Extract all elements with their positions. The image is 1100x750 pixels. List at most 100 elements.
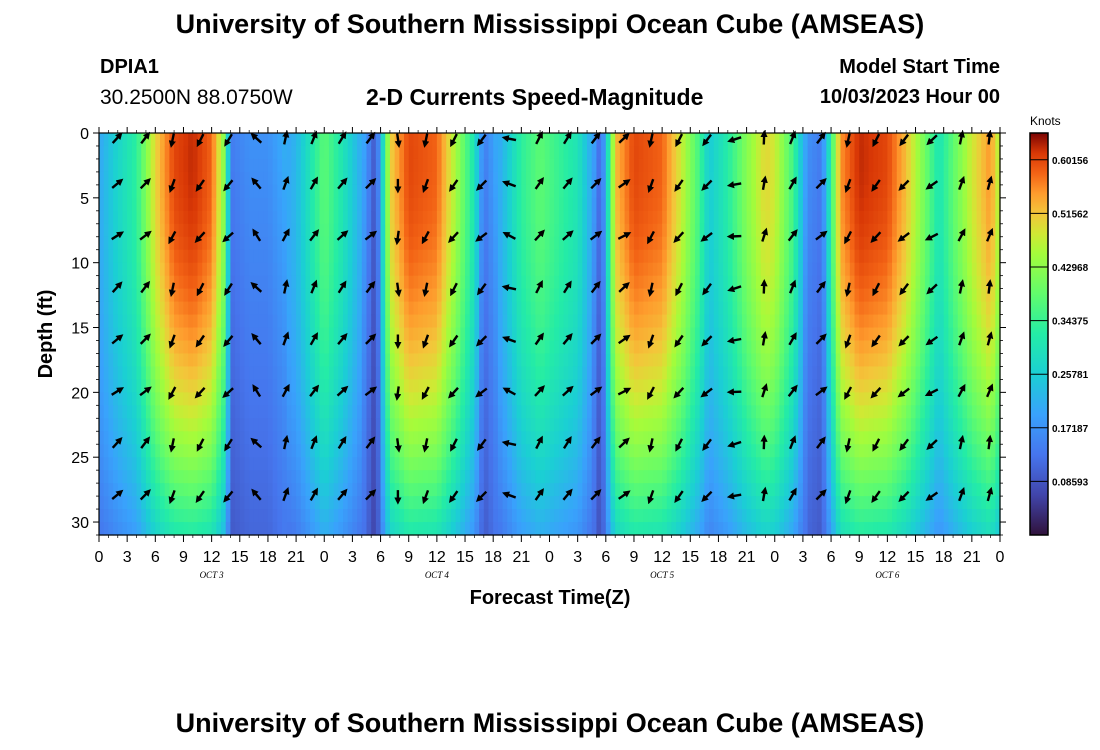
- heat-cell: [507, 483, 513, 497]
- heat-cell: [221, 184, 227, 199]
- heat-cell: [174, 405, 180, 419]
- heat-cell: [629, 379, 635, 393]
- heat-cell: [516, 496, 522, 510]
- heat-cell: [694, 184, 701, 199]
- heat-cell: [432, 288, 438, 303]
- heat-cell: [849, 275, 856, 290]
- heat-cell: [709, 223, 715, 238]
- heat-cell: [253, 301, 260, 316]
- heat-cell: [310, 236, 316, 251]
- heat-cell: [587, 158, 593, 173]
- heat-cell: [741, 496, 748, 510]
- heat-cell: [713, 392, 720, 406]
- heat-cell: [192, 366, 199, 380]
- heat-cell: [624, 457, 630, 471]
- heat-cell: [216, 418, 222, 432]
- heat-cell: [483, 210, 490, 225]
- heat-cell: [324, 509, 330, 523]
- heat-cell: [343, 288, 349, 303]
- heat-cell: [483, 353, 490, 368]
- heat-cell: [497, 145, 504, 160]
- heat-cell: [727, 249, 734, 264]
- heat-cell: [554, 483, 560, 497]
- heat-cell: [666, 314, 673, 329]
- heat-cell: [558, 444, 565, 458]
- heat-cell: [568, 288, 574, 303]
- heat-cell: [235, 223, 241, 238]
- heat-cell: [755, 171, 762, 186]
- heat-cell: [840, 496, 846, 510]
- heat-cell: [427, 470, 433, 484]
- heat-cell: [221, 353, 227, 368]
- heat-cell: [802, 379, 809, 393]
- heat-cell: [596, 392, 602, 406]
- heat-cell: [206, 444, 213, 458]
- heat-cell: [286, 262, 292, 277]
- heat-cell: [526, 457, 532, 471]
- heat-cell: [178, 418, 185, 432]
- heat-cell: [845, 418, 851, 432]
- heat-cell: [103, 496, 109, 510]
- heat-cell: [727, 470, 734, 484]
- heat-cell: [380, 171, 386, 186]
- heat-cell: [422, 197, 429, 212]
- heat-cell: [671, 288, 677, 303]
- heat-cell: [230, 145, 236, 160]
- heat-cell: [174, 483, 180, 497]
- heat-cell: [558, 184, 565, 199]
- heat-cell: [502, 184, 508, 199]
- heat-cell: [685, 275, 691, 290]
- heat-cell: [460, 210, 466, 225]
- heat-cell: [826, 327, 832, 342]
- heat-cell: [760, 314, 766, 329]
- heat-cell: [540, 145, 546, 160]
- heat-cell: [690, 483, 696, 497]
- heat-cell: [267, 327, 274, 342]
- heat-cell: [610, 522, 616, 536]
- heat-cell: [155, 158, 161, 173]
- heat-cell: [845, 457, 851, 471]
- heat-cell: [150, 353, 156, 368]
- heat-cell: [291, 223, 297, 238]
- heat-cell: [493, 288, 499, 303]
- heat-cell: [230, 327, 236, 342]
- heat-cell: [174, 327, 180, 342]
- heat-cell: [849, 379, 856, 393]
- heat-cell: [774, 197, 781, 212]
- heat-cell: [155, 340, 161, 355]
- heat-cell: [709, 210, 715, 225]
- heat-cell: [371, 158, 377, 173]
- heat-cell: [141, 457, 147, 471]
- heat-cell: [352, 184, 358, 199]
- heat-cell: [755, 379, 762, 393]
- heat-cell: [366, 145, 372, 160]
- heat-cell: [544, 288, 551, 303]
- heat-cell: [633, 210, 640, 225]
- heat-cell: [502, 405, 508, 419]
- heat-cell: [141, 444, 147, 458]
- heat-cell: [770, 249, 776, 264]
- heat-cell: [680, 496, 687, 510]
- heat-cell: [694, 392, 701, 406]
- heat-cell: [136, 340, 142, 355]
- heat-cell: [432, 340, 438, 355]
- heat-cell: [174, 457, 180, 471]
- heat-cell: [643, 249, 649, 264]
- heat-cell: [568, 145, 574, 160]
- heat-cell: [709, 133, 715, 147]
- heat-cell: [305, 158, 311, 173]
- heat-cell: [793, 509, 799, 523]
- heat-cell: [798, 145, 804, 160]
- heat-cell: [605, 223, 612, 238]
- heat-cell: [488, 509, 494, 523]
- heat-cell: [526, 405, 532, 419]
- heat-cell: [774, 327, 781, 342]
- heat-cell: [103, 366, 109, 380]
- heat-cell: [709, 431, 715, 445]
- heat-cell: [845, 145, 851, 160]
- heat-cell: [685, 418, 691, 432]
- heat-cell: [375, 392, 382, 406]
- heat-cell: [704, 340, 710, 355]
- heat-cell: [746, 366, 752, 380]
- heat-cell: [671, 314, 677, 329]
